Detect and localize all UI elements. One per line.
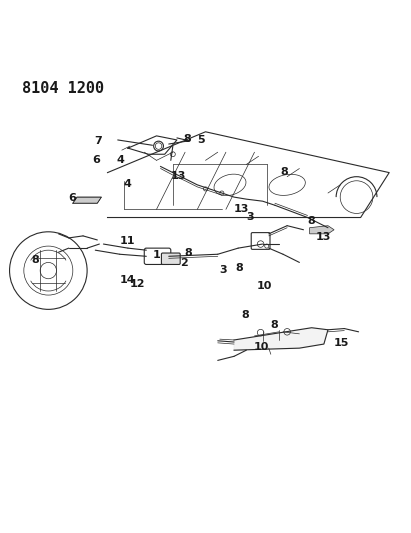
Text: 10: 10 xyxy=(254,342,270,352)
Text: 8: 8 xyxy=(280,167,288,177)
Circle shape xyxy=(203,187,208,191)
Text: 15: 15 xyxy=(334,338,349,348)
Text: 6: 6 xyxy=(92,155,100,165)
Text: 13: 13 xyxy=(234,204,249,214)
Text: 13: 13 xyxy=(315,232,331,242)
Polygon shape xyxy=(73,197,102,203)
Text: 4: 4 xyxy=(117,155,125,165)
FancyBboxPatch shape xyxy=(162,253,180,264)
Text: 8: 8 xyxy=(242,310,249,320)
Text: 10: 10 xyxy=(256,281,272,291)
Text: 14: 14 xyxy=(119,275,135,285)
Polygon shape xyxy=(309,225,334,234)
Circle shape xyxy=(171,152,175,157)
Text: 5: 5 xyxy=(198,135,205,145)
Text: 8104 1200: 8104 1200 xyxy=(22,81,104,96)
Text: 2: 2 xyxy=(180,258,188,268)
Text: 7: 7 xyxy=(95,136,102,146)
Circle shape xyxy=(155,143,162,149)
Polygon shape xyxy=(234,328,328,350)
Circle shape xyxy=(220,191,224,195)
Text: 1: 1 xyxy=(153,251,161,261)
Text: 4: 4 xyxy=(123,179,131,189)
Text: 13: 13 xyxy=(171,171,186,181)
Text: 8: 8 xyxy=(236,263,243,273)
Circle shape xyxy=(265,244,269,248)
Text: 8: 8 xyxy=(31,255,39,264)
Text: 12: 12 xyxy=(129,279,145,289)
Text: 3: 3 xyxy=(219,265,226,275)
Text: 8: 8 xyxy=(184,134,192,144)
Text: 6: 6 xyxy=(68,193,76,203)
Text: 8: 8 xyxy=(185,248,192,259)
Text: 8: 8 xyxy=(270,320,278,330)
Text: 8: 8 xyxy=(307,216,315,226)
Circle shape xyxy=(257,241,264,247)
Text: 3: 3 xyxy=(247,212,254,222)
Text: 11: 11 xyxy=(119,236,135,246)
